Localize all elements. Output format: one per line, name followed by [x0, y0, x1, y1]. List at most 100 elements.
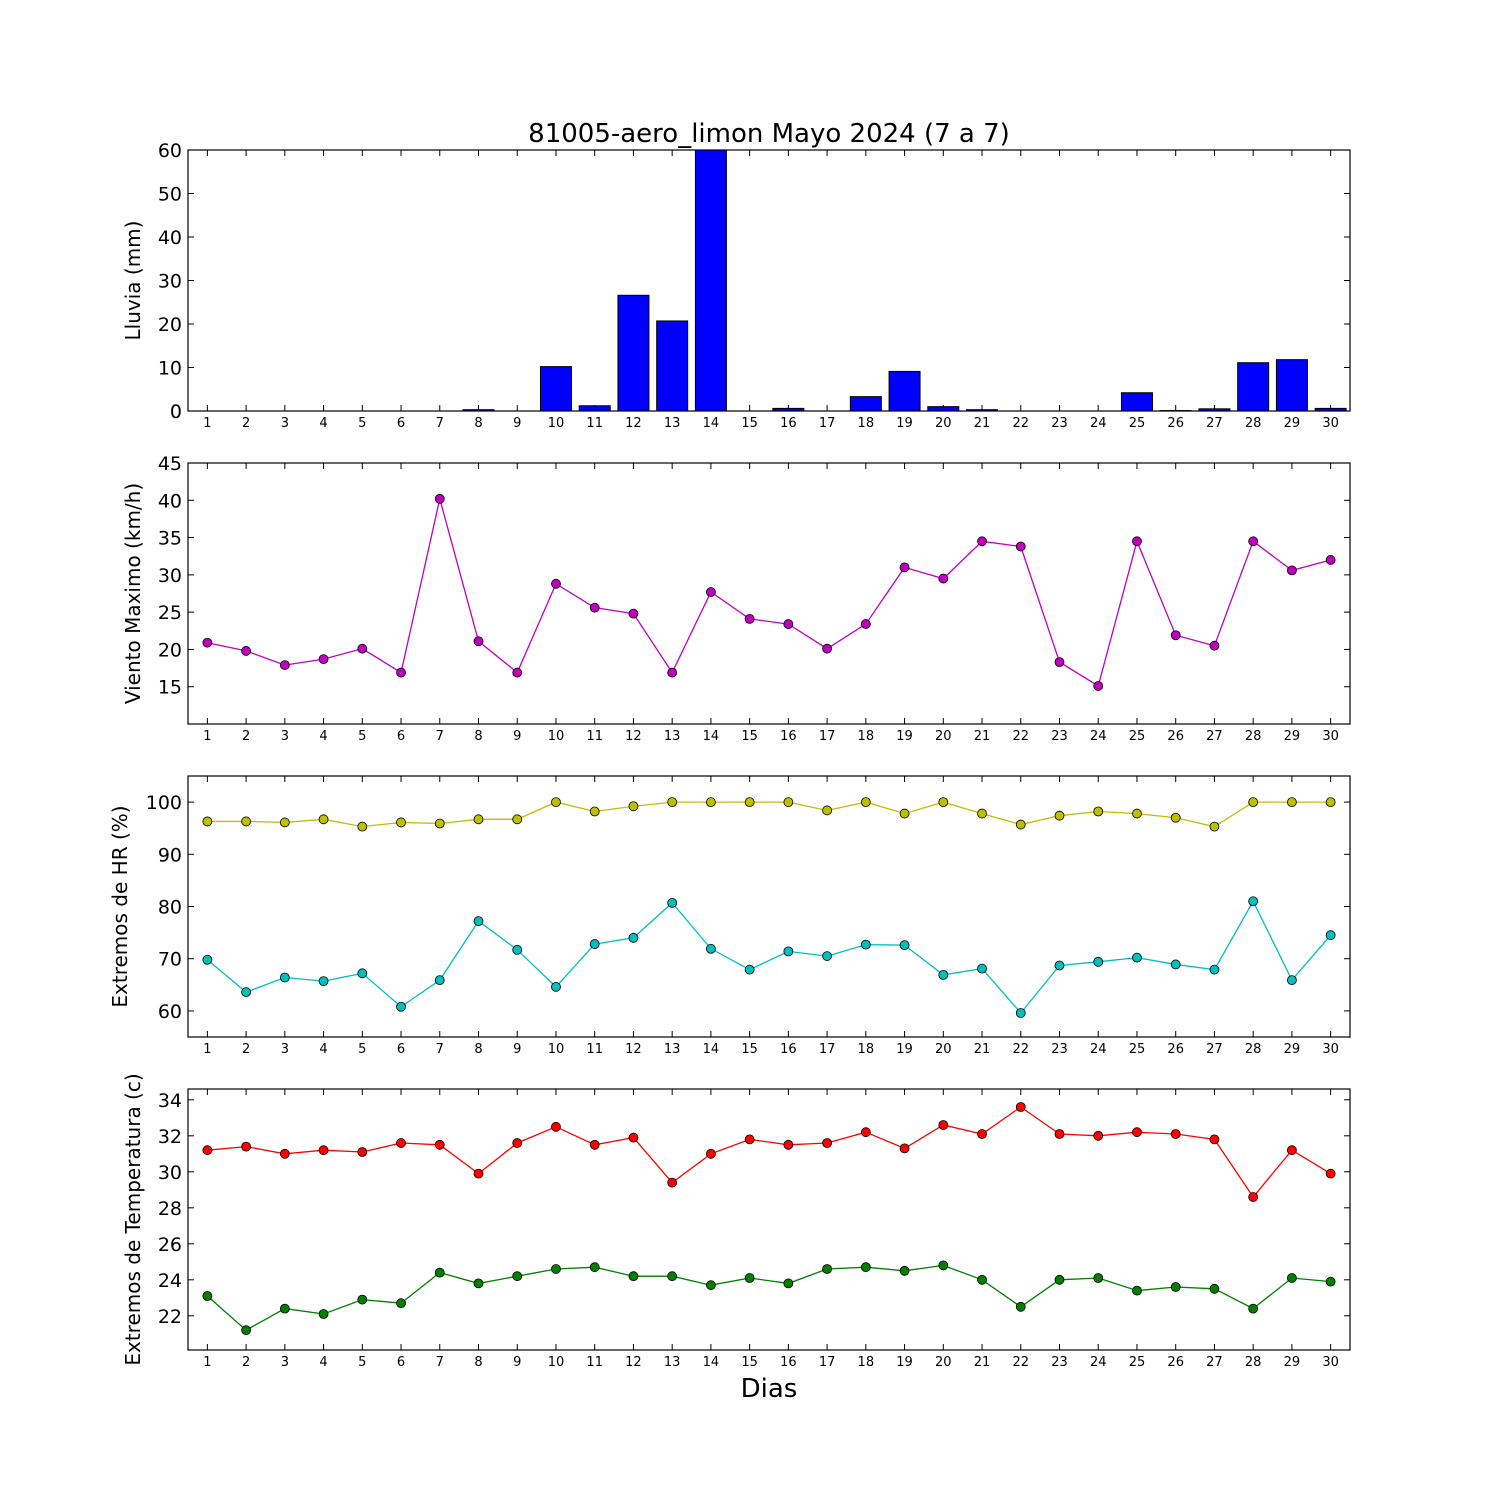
point-series-2-day-13 [667, 1271, 678, 1282]
point-series-2-day-7 [434, 975, 445, 986]
point-series-1-day-8 [473, 1168, 484, 1179]
point-series-1-day-9 [512, 667, 523, 678]
y-tick-label: 45 [158, 453, 182, 475]
point-series-2-day-6 [396, 1298, 406, 1309]
x-tick-label: 15 [741, 729, 758, 744]
y-tick-label: 100 [146, 792, 182, 814]
point-series-1-day-6 [396, 667, 406, 678]
x-tick-label: 2 [242, 416, 250, 431]
y-tick-label: 30 [158, 1162, 182, 1184]
x-tick-label: 16 [780, 416, 797, 431]
x-tick-label: 25 [1129, 729, 1146, 744]
x-tick-label: 6 [397, 1355, 405, 1370]
y-tick-label: 34 [158, 1090, 182, 1112]
point-series-1-day-4 [318, 814, 329, 825]
x-tick-label: 28 [1245, 416, 1262, 431]
x-tick-label: 20 [935, 729, 952, 744]
point-series-2-day-19 [899, 940, 910, 951]
point-series-1-day-23 [1054, 810, 1065, 821]
x-tick-label: 7 [436, 1042, 444, 1057]
x-tick-label: 16 [780, 1355, 797, 1370]
point-series-1-day-28 [1248, 536, 1259, 547]
point-series-1-day-10 [551, 797, 561, 807]
y-axis-label: Extremos de Temperatura (c) [121, 1073, 145, 1365]
point-series-2-day-24 [1093, 1273, 1104, 1283]
point-series-1-day-18 [860, 797, 871, 807]
bar-day-20 [927, 406, 960, 412]
point-series-2-day-10 [551, 1264, 561, 1274]
x-tick-label: 7 [436, 1355, 444, 1370]
point-series-2-day-24 [1093, 956, 1104, 967]
bar-day-13 [656, 320, 689, 412]
point-series-1-day-8 [473, 636, 484, 647]
x-tick-label: 12 [625, 729, 642, 744]
x-tick-label: 17 [819, 729, 836, 744]
point-series-2-day-21 [977, 963, 987, 974]
x-tick-label: 30 [1322, 1042, 1339, 1057]
point-series-1-day-30 [1325, 555, 1336, 565]
x-tick-label: 6 [397, 1042, 405, 1057]
bar-day-25 [1120, 392, 1153, 412]
bar-day-28 [1237, 362, 1270, 412]
y-tick-label: 28 [158, 1198, 182, 1220]
point-series-2-day-3 [279, 972, 290, 983]
y-tick-label: 40 [158, 490, 182, 512]
point-series-2-day-3 [279, 1303, 290, 1314]
point-series-1-day-17 [822, 805, 832, 816]
x-tick-label: 17 [819, 1355, 836, 1370]
bar-day-14 [694, 149, 727, 412]
x-tick-label: 21 [974, 729, 991, 744]
x-tick-label: 4 [319, 1042, 327, 1057]
x-tick-label: 28 [1245, 729, 1262, 744]
x-tick-label: 11 [586, 1042, 603, 1057]
x-tick-label: 20 [935, 416, 952, 431]
point-series-1-day-16 [783, 619, 794, 629]
point-series-1-day-27 [1209, 821, 1220, 832]
x-tick-label: 22 [1012, 416, 1029, 431]
point-series-2-day-19 [899, 1265, 910, 1276]
x-tick-label: 18 [858, 416, 875, 431]
y-tick-label: 20 [158, 639, 182, 661]
x-tick-label: 25 [1129, 1042, 1146, 1057]
y-axis-label: Lluvia (mm) [121, 221, 145, 341]
x-tick-label: 9 [513, 1042, 521, 1057]
point-series-1-day-27 [1209, 640, 1220, 651]
series-line-1 [207, 1106, 1331, 1199]
point-series-1-day-20 [938, 573, 949, 584]
point-series-1-day-11 [589, 806, 600, 817]
x-tick-label: 28 [1245, 1042, 1262, 1057]
x-tick-label: 23 [1051, 1355, 1068, 1370]
x-tick-label: 24 [1090, 1355, 1107, 1370]
x-tick-label: 14 [703, 416, 720, 431]
point-series-1-day-10 [551, 578, 561, 589]
point-series-1-day-7 [434, 818, 445, 829]
point-series-1-day-16 [783, 1139, 794, 1150]
point-series-1-day-21 [977, 536, 987, 547]
x-tick-label: 15 [741, 1355, 758, 1370]
x-tick-label: 13 [664, 1042, 681, 1057]
x-tick-label: 11 [586, 729, 603, 744]
x-tick-label: 14 [703, 729, 720, 744]
bar-day-11 [578, 405, 611, 412]
x-tick-label: 25 [1129, 1355, 1146, 1370]
bar-day-27 [1198, 408, 1231, 412]
x-tick-label: 8 [474, 1042, 482, 1057]
x-tick-label: 28 [1245, 1355, 1262, 1370]
point-series-1-day-18 [860, 619, 871, 629]
point-series-2-day-8 [473, 916, 484, 927]
x-tick-label: 1 [203, 416, 211, 431]
x-tick-label: 8 [474, 416, 482, 431]
point-series-2-day-23 [1054, 1274, 1065, 1285]
x-tick-label: 23 [1051, 416, 1068, 431]
point-series-1-day-23 [1054, 1129, 1065, 1139]
point-series-1-day-11 [589, 602, 600, 613]
x-tick-label: 3 [281, 416, 289, 431]
point-series-1-day-2 [241, 1141, 252, 1152]
point-series-2-day-17 [822, 1264, 832, 1274]
x-tick-label: 19 [896, 1355, 913, 1370]
point-series-2-day-16 [783, 946, 794, 957]
x-tick-label: 7 [436, 729, 444, 744]
